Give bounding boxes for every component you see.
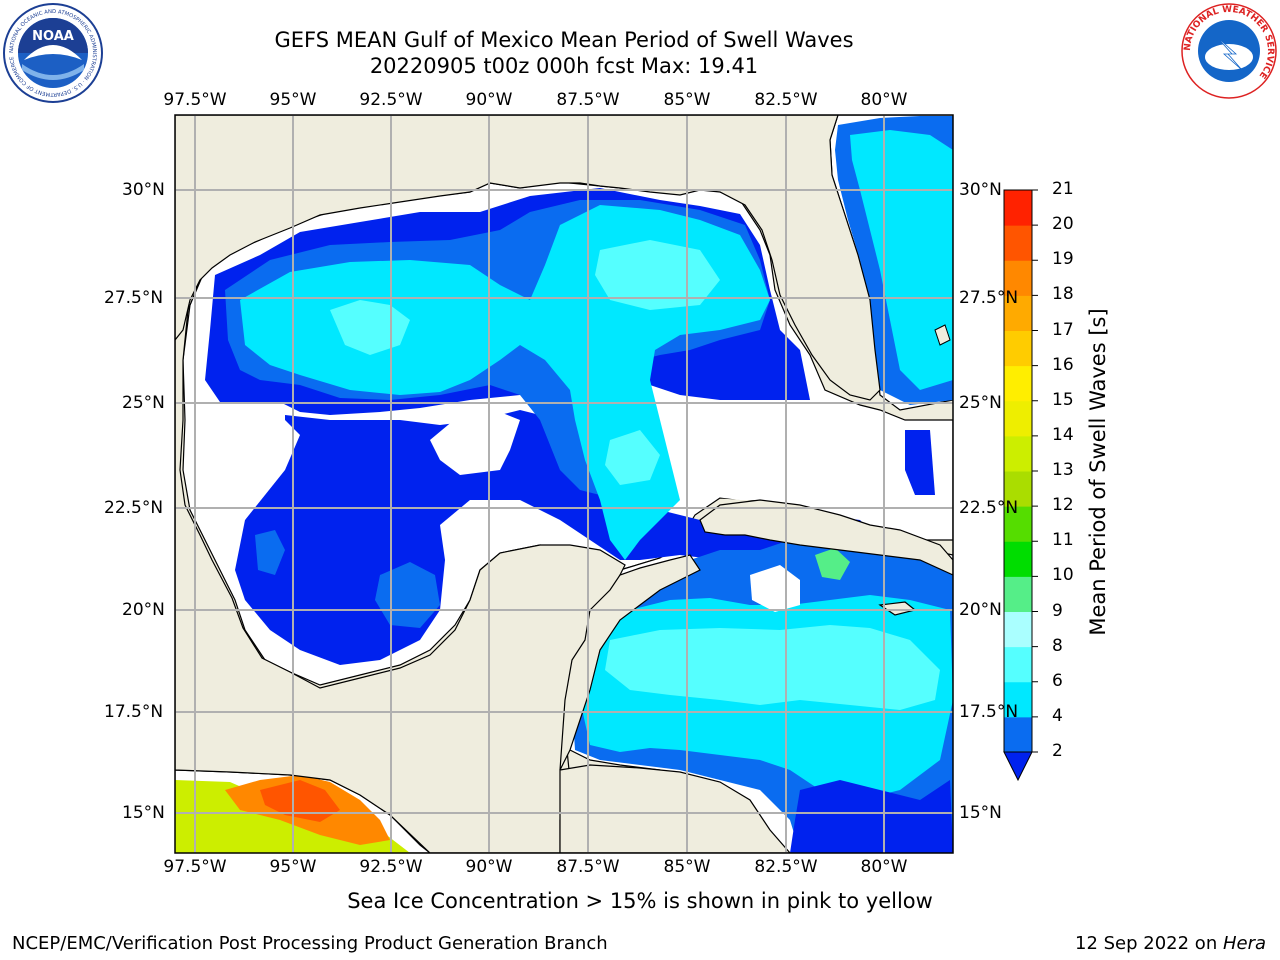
lon-label-top-1: 97.5°W [163, 90, 227, 110]
colorbar-segment [1004, 541, 1032, 577]
map-title: GEFS MEAN Gulf of Mexico Mean Period of … [274, 28, 854, 52]
lon-label-bottom-8: 80°W [860, 857, 908, 877]
lat-label-left-2: 27.5°N [104, 288, 164, 308]
lon-label-bottom-4: 90°W [465, 857, 513, 877]
colorbar-segment [1004, 506, 1032, 542]
swell-field-caribbean-missing [750, 565, 800, 612]
colorbar-segment [1004, 365, 1032, 402]
colorbar-segment [1004, 400, 1032, 437]
lat-label-right-4: 22.5°N [959, 498, 1019, 518]
lon-label-top-6: 85°W [663, 90, 711, 110]
lat-label-right-7: 15°N [959, 803, 1002, 823]
land-cuba [699, 499, 953, 576]
lon-label-top-3: 92.5°W [359, 90, 423, 110]
lon-label-bottom-3: 92.5°W [359, 857, 423, 877]
colorbar-tick-label: 4 [1052, 705, 1063, 726]
colorbar-tick-label: 10 [1052, 565, 1074, 586]
sea-ice-red [260, 780, 340, 822]
colorbar-tick-label: 16 [1052, 354, 1074, 375]
lon-label-bottom-7: 82.5°W [754, 857, 818, 877]
colorbar-segment [1004, 295, 1032, 331]
colorbar-tick-label: 11 [1052, 530, 1074, 551]
swell-field-caribbean-darkblue [790, 780, 953, 853]
colorbar-segment [1004, 225, 1032, 261]
missing-data-pocket-2 [690, 405, 905, 505]
lon-label-bottom-1: 97.5°W [163, 857, 227, 877]
lat-label-left-3: 25°N [122, 393, 165, 413]
map-frame [174, 114, 954, 854]
colorbar [1003, 189, 1038, 782]
graticule [175, 115, 953, 853]
lat-label-left-6: 17.5°N [104, 702, 164, 722]
colorbar-tick-label: 6 [1052, 670, 1063, 691]
swell-field-gulf-medium-blob-2 [255, 530, 285, 575]
lon-label-bottom-6: 85°W [663, 857, 711, 877]
colorbar-tick-label: 18 [1052, 284, 1074, 305]
land-central-america [559, 764, 791, 853]
missing-data-pocket-3 [190, 415, 300, 520]
lon-label-bottom-2: 95°W [269, 857, 317, 877]
nws-logo: NATIONAL WEATHER SERVICE [1180, 2, 1278, 100]
colorbar-tick-label: 9 [1052, 600, 1063, 621]
colorbar-segment [1004, 330, 1032, 367]
swell-field-caribbean-green [815, 548, 850, 580]
lon-label-top-8: 80°W [860, 90, 908, 110]
lat-label-right-3: 25°N [959, 393, 1002, 413]
colorbar-segment [1004, 576, 1032, 612]
lat-label-left-5: 20°N [122, 600, 165, 620]
colorbar-segment [1004, 190, 1032, 226]
colorbar-segment [1004, 646, 1032, 683]
generation-date-text: 12 Sep 2022 on [1075, 933, 1223, 954]
host-name: Hera [1222, 933, 1266, 954]
sea-ice-note: Sea Ice Concentration > 15% is shown in … [347, 889, 933, 913]
colorbar-tick-label: 15 [1052, 389, 1074, 410]
land-mexico [175, 115, 626, 853]
colorbar-segment [1004, 681, 1032, 718]
colorbar-tick-label: 8 [1052, 635, 1063, 656]
colorbar-tick-label: 20 [1052, 214, 1074, 235]
colorbar-extend-arrow [1003, 751, 1033, 782]
colorbar-tick-label: 21 [1052, 179, 1074, 199]
map-subtitle: 20220905 t00z 000h fcst Max: 19.41 [369, 54, 759, 78]
lat-label-right-6: 17.5°N [959, 702, 1019, 722]
lon-label-top-5: 87.5°W [556, 90, 620, 110]
missing-data-pocket [430, 410, 520, 475]
colorbar-tick-label: 2 [1052, 741, 1063, 761]
colorbar-segment [1004, 611, 1032, 648]
colorbar-title: Mean Period of Swell Waves [s] [1086, 308, 1110, 636]
lon-label-top-2: 95°W [269, 90, 317, 110]
producer-credit: NCEP/EMC/Verification Post Processing Pr… [12, 933, 608, 954]
lat-label-right-5: 20°N [959, 600, 1002, 620]
swell-field-atlantic-dark [905, 430, 935, 495]
lon-label-top-4: 90°W [465, 90, 513, 110]
colorbar-tick-label: 19 [1052, 249, 1074, 270]
land-bahamas [934, 324, 951, 346]
colorbar-segment [1004, 716, 1032, 753]
lon-label-top-7: 82.5°W [754, 90, 818, 110]
noaa-logo: NOAA NATIONAL OCEANIC AND ATMOSPHERIC AD… [2, 2, 104, 104]
colorbar-tick-label: 12 [1052, 495, 1074, 516]
colorbar-tick-label: 13 [1052, 460, 1074, 480]
lon-label-bottom-5: 87.5°W [556, 857, 620, 877]
colorbar-segment [1004, 260, 1032, 296]
colorbar-segment [1004, 471, 1032, 507]
lat-label-left-4: 22.5°N [104, 498, 164, 518]
noaa-logo-text: NOAA [32, 29, 74, 44]
lat-label-left-7: 15°N [122, 803, 165, 823]
colorbar-segment [1004, 435, 1032, 472]
lat-label-right-1: 30°N [959, 180, 1002, 200]
lat-label-right-2: 27.5°N [959, 288, 1019, 308]
lat-label-left-1: 30°N [122, 180, 165, 200]
swell-field-caribbean-lightcyan [605, 625, 940, 710]
swell-field-atlantic-cyan [850, 130, 953, 390]
colorbar-tick-label: 14 [1052, 424, 1074, 445]
swell-field-gulf-lightcyan-3 [605, 430, 660, 485]
land-yucatan [559, 554, 701, 771]
generation-date: 12 Sep 2022 on Hera [1075, 933, 1266, 954]
land-us [175, 115, 881, 401]
swell-field-gulf-lightcyan-2 [595, 240, 720, 310]
colorbar-tick-label: 17 [1052, 319, 1074, 340]
